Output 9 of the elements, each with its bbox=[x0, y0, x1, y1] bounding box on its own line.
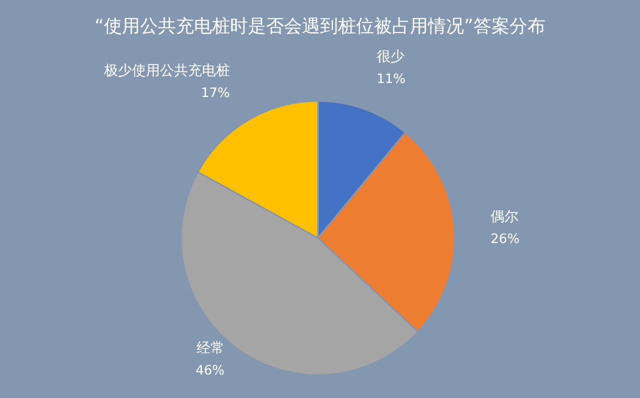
data-label: 17% bbox=[201, 86, 230, 102]
data-label: 26% bbox=[490, 232, 520, 248]
slice-label: 极少使用公共充电桩 bbox=[102, 63, 230, 80]
data-label: 46% bbox=[196, 364, 225, 379]
slice-label: 偶尔 bbox=[490, 209, 519, 226]
slice-label: 经常 bbox=[196, 340, 225, 357]
chart-title: “使用公共充电桩时是否会遇到桩位被占用情况”答案分布 bbox=[94, 16, 546, 37]
slice-label: 很少 bbox=[376, 49, 405, 66]
data-label: 11% bbox=[376, 72, 406, 88]
